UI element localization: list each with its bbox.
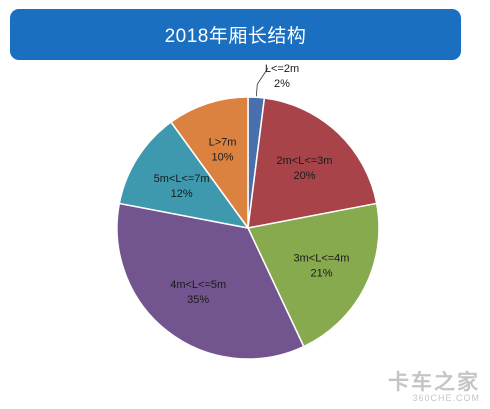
slice-label: L<=2m (265, 63, 299, 75)
leader-line (255, 67, 269, 97)
slice-label: 5m<L<=7m (154, 173, 210, 185)
slice-label: 4m<L<=5m (170, 279, 226, 291)
watermark-brand: 卡车之家 (388, 371, 480, 394)
slice-percent-label: 21% (310, 268, 332, 280)
chart-title: 2018年厢长结构 (164, 26, 307, 47)
pie-slice (247, 97, 378, 229)
slice-label: L>7m (209, 137, 237, 149)
pie-slice (246, 202, 380, 348)
watermark-logo: 卡车之家 360CHE.COM (388, 372, 480, 403)
slice-label: 2m<L<=3m (277, 155, 333, 167)
pie-slice (116, 202, 305, 360)
slice-percent-label: 2% (274, 78, 290, 90)
slice-percent-label: 35% (187, 294, 209, 306)
slice-label: 3m<L<=4m (294, 253, 350, 265)
slice-percent-label: 12% (171, 188, 193, 200)
slice-percent-label: 20% (293, 170, 315, 182)
pie-slice (118, 120, 250, 230)
chart-title-bar: 2018年厢长结构 (10, 9, 461, 60)
pie-slice (169, 96, 249, 231)
slice-percent-label: 10% (211, 152, 233, 164)
watermark-url: 360CHE.COM (412, 393, 480, 403)
